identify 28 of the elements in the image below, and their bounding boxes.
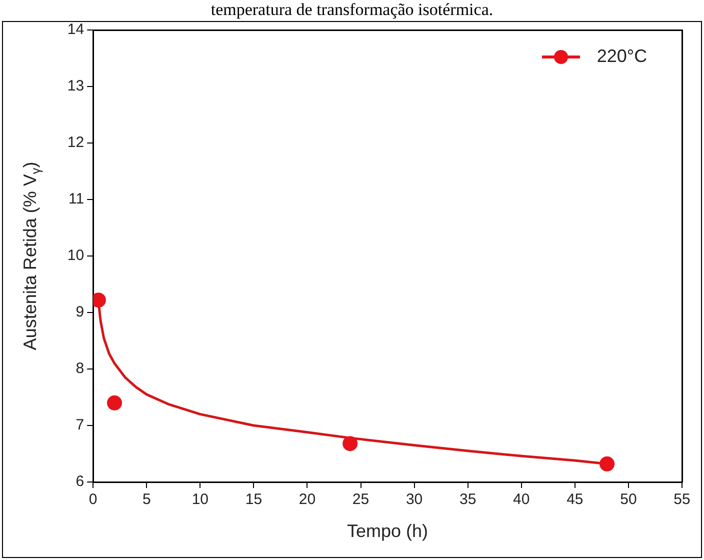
y-tick-label: 8 — [76, 360, 84, 378]
x-tick-label: 0 — [88, 491, 98, 508]
x-tick-label: 45 — [566, 491, 584, 508]
x-tick-label: 50 — [620, 491, 637, 508]
y-tick-label: 9 — [76, 304, 84, 321]
chart-title: temperatura de transformação isotérmica. — [210, 0, 494, 20]
y-tick-label: 13 — [67, 78, 84, 95]
point — [107, 395, 122, 410]
y-tick-label: 11 — [68, 190, 84, 208]
y-tick-label: 14 — [67, 21, 84, 38]
point — [600, 456, 615, 472]
y-tick-label: 7 — [76, 416, 84, 434]
x-tick-label: 40 — [513, 491, 530, 508]
y-tick-label: 10 — [67, 247, 84, 264]
y-tick-label: 12 — [67, 134, 84, 152]
x-tick-label: 10 — [192, 491, 209, 508]
x-tick-label: 15 — [245, 491, 262, 508]
legend-label: 220°C — [596, 46, 648, 66]
x-axis-title: Tempo (h) — [347, 520, 428, 541]
x-tick-label: 55 — [674, 491, 690, 508]
x-tick-label: 20 — [298, 491, 316, 508]
y-axis-title: Austenita Retida (% Vγ) — [20, 162, 43, 350]
x-tick-label: 5 — [142, 491, 151, 508]
x-tick-label: 25 — [352, 491, 370, 508]
x-tick-label: 30 — [406, 491, 423, 508]
y-tick-label: 6 — [76, 473, 84, 490]
point — [342, 436, 358, 452]
x-tick-label: 35 — [460, 491, 476, 508]
